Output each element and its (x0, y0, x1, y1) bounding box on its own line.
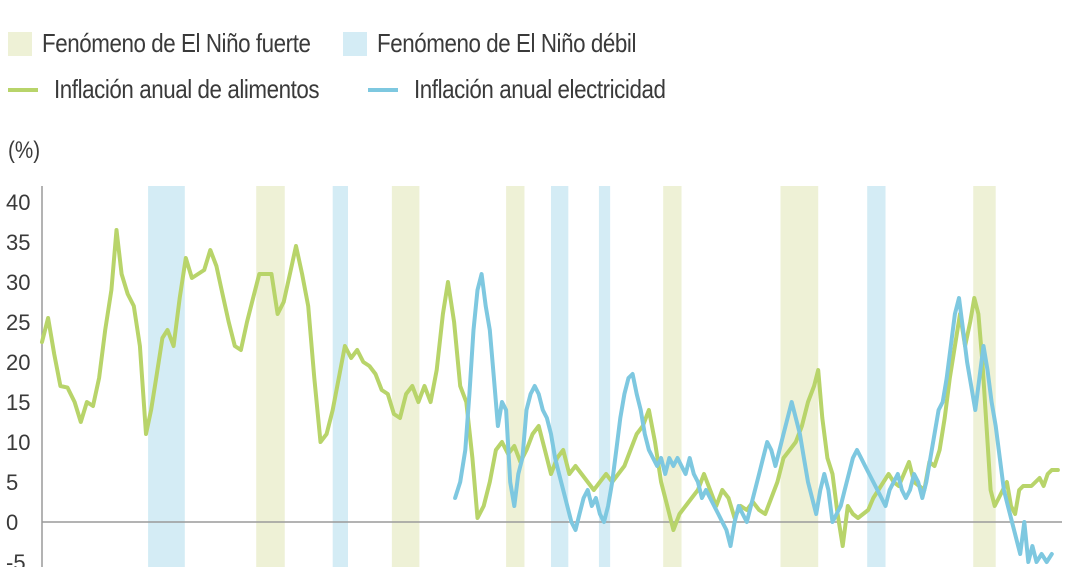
legend-item-strong: Fenómeno de El Niño fuerte (8, 28, 354, 59)
el-nino-band-weak-1 (148, 186, 185, 567)
y-tick-label: 25 (6, 310, 30, 335)
legend-label-strong: Fenómeno de El Niño fuerte (42, 28, 311, 58)
y-axis (41, 186, 1062, 567)
y-tick-label: 20 (6, 350, 30, 375)
chart-legend: Fenómeno de El Niño fuerte Fenómeno de E… (0, 0, 1080, 120)
y-tick-label: 35 (6, 230, 30, 255)
el-nino-band-strong-2 (256, 186, 285, 567)
y-tick-label: 5 (6, 470, 18, 495)
y-tick-label: -5 (6, 550, 26, 567)
legend-label-electricity: Inflación anual electricidad (414, 74, 666, 104)
el-nino-band-strong-5 (506, 186, 525, 567)
legend-item-food: Inflación anual de alimentos (8, 74, 362, 105)
legend-item-electricity: Inflación anual electricidad (368, 74, 706, 105)
el-nino-bands (148, 186, 996, 567)
y-tick-label: 0 (6, 510, 18, 535)
legend-line-food (8, 87, 38, 92)
series-line-electricity (453, 272, 1054, 564)
legend-label-food: Inflación anual de alimentos (54, 74, 320, 104)
el-nino-band-weak-6 (550, 186, 569, 567)
y-tick-label: 15 (6, 390, 30, 415)
el-nino-band-weak-7 (598, 186, 611, 567)
legend-swatch-weak (343, 31, 367, 56)
series-lines (40, 228, 1060, 564)
el-nino-band-strong-4 (391, 186, 420, 567)
y-axis-unit-label: (%) (8, 137, 41, 164)
el-nino-band-weak-10 (867, 186, 886, 567)
el-nino-band-strong-9 (780, 186, 819, 567)
y-tick-label: 10 (6, 430, 30, 455)
y-tick-label: 30 (6, 270, 30, 295)
y-tick-labels: 40 35 30 25 20 15 10 5 0 -5 (6, 190, 30, 567)
legend-line-electricity (368, 87, 398, 92)
y-tick-label: 40 (6, 190, 30, 215)
legend-label-weak: Fenómeno de El Niño débil (377, 28, 636, 58)
legend-swatch-strong (8, 31, 32, 56)
el-nino-band-strong-8 (663, 186, 682, 567)
legend-item-weak: Fenómeno de El Niño débil (343, 28, 678, 59)
